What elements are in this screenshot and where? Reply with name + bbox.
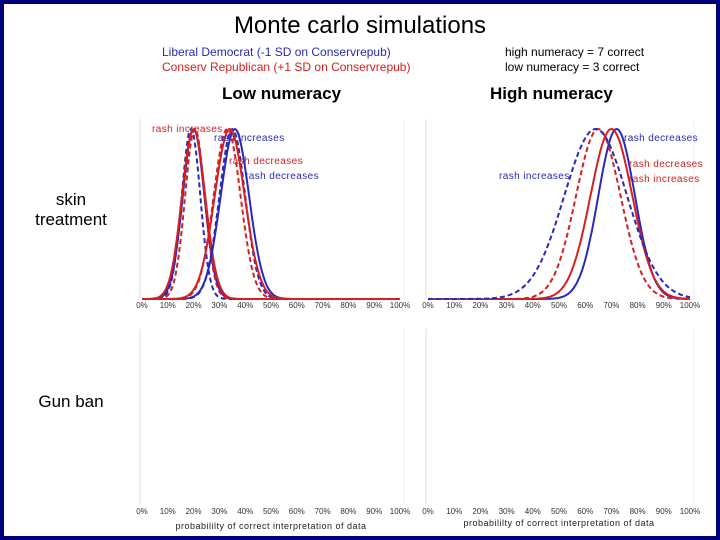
curve-annotation: rash increases	[499, 171, 570, 182]
x-tick-label: 70%	[603, 507, 619, 516]
x-tick-label: 20%	[472, 507, 488, 516]
x-tick-label: 10%	[160, 301, 176, 310]
legend-low-numeracy: low numeracy = 3 correct	[505, 60, 640, 74]
x-tick-label: 20%	[186, 301, 202, 310]
x-tick-label: 80%	[340, 301, 356, 310]
x-tick-label: 0%	[422, 507, 434, 516]
x-tick-label: 90%	[656, 301, 672, 310]
x-tick-label: 50%	[551, 301, 567, 310]
x-tick-label: 20%	[186, 507, 202, 516]
chart-panel-1: 0% 10% 20% 30% 40% 50% 60% 70% 80% 90% 100% rash in…	[136, 119, 410, 310]
x-axis-label: probabililty of correct interpretation o…	[463, 518, 654, 528]
x-tick-label: 30%	[499, 301, 515, 310]
x-tick-label: 90%	[366, 301, 382, 310]
row-label-gun-ban: Gun ban	[38, 392, 104, 411]
x-tick-label: 10%	[446, 507, 462, 516]
x-tick-label: 100%	[680, 507, 700, 516]
row-label-skin-treatment: skin treatment	[28, 190, 114, 230]
legend-high-numeracy: high numeracy = 7 correct	[505, 45, 645, 59]
curve-annotation: rash increases	[629, 174, 700, 185]
charts-canvas: 0% 10% 20% 30% 40% 50% 60% 70% 80% 90% 100% rash in…	[136, 119, 703, 531]
density-curve-republican-dashed	[142, 127, 400, 300]
x-tick-label: 60%	[577, 507, 593, 516]
x-tick-label: 80%	[340, 507, 356, 516]
legend-republican: Conserv Republican (+1 SD on Conservrepu…	[162, 60, 411, 74]
curve-annotation: rash decreases	[629, 159, 703, 170]
x-tick-label: 50%	[263, 301, 279, 310]
x-tick-label: 10%	[160, 507, 176, 516]
slide-title: Monte carlo simulations	[233, 12, 487, 39]
x-tick-label: 70%	[603, 301, 619, 310]
x-tick-label: 40%	[525, 507, 541, 516]
x-tick-label: 0%	[422, 301, 434, 310]
curve-annotation: rash decreases	[245, 171, 319, 182]
x-tick-label: 90%	[656, 507, 672, 516]
x-tick-label: 10%	[446, 301, 462, 310]
column-label-high-numeracy: High numeracy	[490, 84, 613, 103]
x-tick-label: 50%	[551, 507, 567, 516]
x-tick-label: 60%	[289, 507, 305, 516]
x-tick-label: 80%	[630, 507, 646, 516]
x-tick-label: 100%	[390, 301, 410, 310]
x-tick-label: 20%	[472, 301, 488, 310]
curve-annotation: rash increases	[152, 124, 223, 135]
chart-panel-3: 0% 10% 20% 30% 40% 50% 60% 70% 80% 90% 100% probabi…	[136, 329, 410, 531]
x-tick-label: 30%	[211, 301, 227, 310]
x-tick-label: 30%	[211, 507, 227, 516]
curve-annotation: rash decreases	[624, 133, 698, 144]
x-axis-label: probabililty of correct interpretation o…	[175, 521, 366, 531]
x-tick-label: 50%	[263, 507, 279, 516]
x-tick-label: 60%	[577, 301, 593, 310]
x-tick-label: 100%	[680, 301, 700, 310]
x-tick-label: 80%	[630, 301, 646, 310]
x-tick-label: 90%	[366, 507, 382, 516]
x-tick-label: 40%	[525, 301, 541, 310]
x-tick-label: 40%	[237, 507, 253, 516]
row-label-skin-line-1: skin	[55, 190, 87, 209]
chart-panel-2: 0% 10% 20% 30% 40% 50% 60% 70% 80% 90% 100% rash de…	[422, 119, 703, 310]
curve-annotation: rash increases	[214, 133, 285, 144]
x-tick-label: 60%	[289, 301, 305, 310]
slide: Monte carlo simulations Liberal Democrat…	[4, 4, 716, 536]
x-tick-label: 30%	[499, 507, 515, 516]
x-tick-label: 0%	[136, 301, 148, 310]
x-tick-label: 100%	[390, 507, 410, 516]
density-curve-democrat-dashed	[428, 127, 691, 300]
x-tick-label: 70%	[315, 507, 331, 516]
x-tick-label: 40%	[237, 301, 253, 310]
row-label-skin-line-2: treatment	[35, 210, 107, 229]
column-label-low-numeracy: Low numeracy	[222, 84, 342, 103]
legend-democrat: Liberal Democrat (-1 SD on Conservrepub)	[162, 45, 391, 59]
density-curve-republican-solid	[142, 127, 400, 300]
curve-annotation: rash decreases	[229, 156, 303, 167]
chart-panel-4: 0% 10% 20% 30% 40% 50% 60% 70% 80% 90% 100% probabi…	[422, 329, 700, 528]
x-tick-label: 0%	[136, 507, 148, 516]
x-tick-label: 70%	[315, 301, 331, 310]
